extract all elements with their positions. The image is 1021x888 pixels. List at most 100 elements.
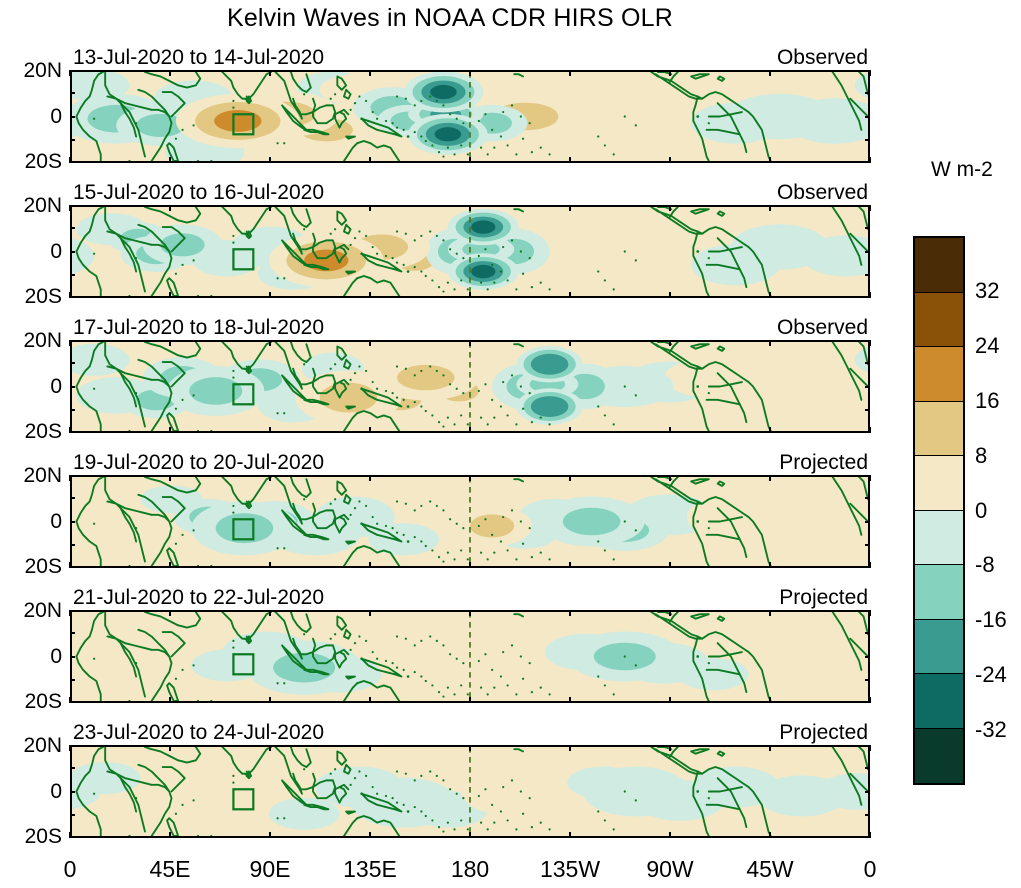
olr-anomaly-map [72, 207, 868, 296]
panel-date-label: 17-Jul-2020 to 18-Jul-2020 [73, 316, 324, 339]
axis-tick [369, 475, 371, 481]
panel-3: 17-Jul-2020 to 18-Jul-2020 Observed [70, 312, 870, 433]
axis-tick [369, 610, 371, 616]
map-plot-area[interactable] [70, 70, 870, 163]
axis-tick [70, 520, 75, 523]
axis-tick [269, 562, 271, 568]
map-plot-area[interactable] [70, 205, 870, 298]
map-plot-area[interactable] [70, 475, 870, 568]
panel-status-label: Observed [776, 316, 868, 339]
y-axis-label: 0 [50, 779, 62, 803]
axis-tick [70, 497, 75, 500]
axis-tick [169, 292, 171, 298]
panel-status-label: Observed [776, 181, 868, 204]
x-axis-tick-label: 90E [249, 856, 291, 882]
x-axis-tick-label: 180 [450, 856, 490, 882]
map-plot-area[interactable] [70, 610, 870, 703]
panel-date-label: 23-Jul-2020 to 24-Jul-2020 [73, 721, 324, 744]
axis-tick [269, 610, 271, 616]
y-axis-label: 20N [23, 329, 62, 352]
axis-tick [70, 790, 75, 793]
axis-tick [169, 70, 171, 76]
y-axis-label: 20S [24, 825, 62, 848]
x-axis-tick-label: 45E [149, 856, 191, 882]
axis-tick [769, 157, 771, 163]
y-axis-label: 20N [23, 194, 62, 217]
colorbar-band [915, 619, 963, 674]
axis-tick [669, 475, 671, 481]
axis-tick [569, 697, 571, 703]
axis-tick [869, 292, 871, 298]
axis-tick [865, 227, 870, 230]
axis-tick [865, 790, 870, 793]
axis-tick [269, 427, 271, 433]
axis-tick [869, 70, 871, 76]
axis-tick [469, 475, 471, 481]
panel-header: 23-Jul-2020 to 24-Jul-2020 Projected [70, 717, 870, 745]
axis-tick [569, 70, 571, 76]
axis-tick [469, 610, 471, 616]
panel-header: 17-Jul-2020 to 18-Jul-2020 Observed [70, 312, 870, 340]
axis-tick [469, 340, 471, 346]
axis-tick [569, 745, 571, 751]
axis-tick [865, 767, 870, 770]
y-axis-label: 20S [24, 150, 62, 173]
axis-tick [865, 138, 870, 141]
map-plot-area[interactable] [70, 745, 870, 838]
axis-tick [669, 205, 671, 211]
axis-tick [369, 340, 371, 346]
panel-header: 21-Jul-2020 to 22-Jul-2020 Projected [70, 582, 870, 610]
y-axis-label: 20S [24, 285, 62, 308]
colorbar-tick-label: -8 [975, 552, 995, 578]
y-axis-label: 20N [23, 599, 62, 622]
axis-tick [169, 427, 171, 433]
axis-tick [865, 678, 870, 681]
axis-tick [70, 543, 75, 546]
colorbar-tick-label: 32 [975, 277, 1000, 303]
colorbar-unit-label: W m-2 [931, 158, 993, 181]
axis-tick [569, 205, 571, 211]
axis-tick [169, 475, 171, 481]
y-axis-label: 0 [50, 644, 62, 668]
panel-date-label: 21-Jul-2020 to 22-Jul-2020 [73, 586, 324, 609]
panel-header: 13-Jul-2020 to 14-Jul-2020 Observed [70, 42, 870, 70]
colorbar-band [915, 728, 963, 783]
axis-tick [70, 92, 75, 95]
axis-tick [469, 562, 471, 568]
x-axis-tick-label: 135W [539, 856, 601, 882]
axis-tick [869, 832, 871, 838]
axis-tick [169, 697, 171, 703]
axis-tick [69, 427, 71, 433]
axis-tick [70, 767, 75, 770]
axis-tick [169, 610, 171, 616]
axis-tick [369, 292, 371, 298]
panel-4: 19-Jul-2020 to 20-Jul-2020 Projected [70, 447, 870, 568]
axis-tick [669, 292, 671, 298]
axis-tick [70, 813, 75, 816]
axis-tick [769, 292, 771, 298]
axis-tick [769, 475, 771, 481]
axis-tick [70, 678, 75, 681]
axis-tick [669, 610, 671, 616]
axis-tick [669, 697, 671, 703]
colorbar-band [915, 456, 963, 511]
axis-tick [369, 745, 371, 751]
panel-status-label: Projected [779, 451, 868, 474]
axis-tick [569, 610, 571, 616]
axis-tick [869, 697, 871, 703]
olr-anomaly-map [72, 477, 868, 566]
axis-tick [70, 227, 75, 230]
axis-tick [469, 697, 471, 703]
axis-tick [869, 427, 871, 433]
axis-tick [70, 273, 75, 276]
panel-header: 15-Jul-2020 to 16-Jul-2020 Observed [70, 177, 870, 205]
axis-tick [69, 745, 71, 751]
axis-tick [69, 475, 71, 481]
colorbar[interactable] [913, 236, 965, 785]
colorbar-band [915, 347, 963, 402]
axis-tick [70, 362, 75, 365]
axis-tick [769, 70, 771, 76]
axis-tick [70, 115, 75, 118]
axis-tick [869, 745, 871, 751]
map-plot-area[interactable] [70, 340, 870, 433]
